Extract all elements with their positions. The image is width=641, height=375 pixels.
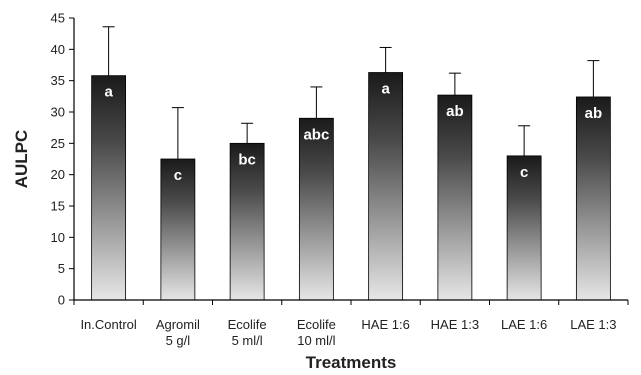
significance-letter: abc (303, 126, 329, 143)
significance-letter: bc (238, 151, 256, 168)
x-category-label: HAE 1:6 (361, 317, 409, 332)
x-category-label: In.Control (80, 317, 136, 332)
y-tick-label: 25 (51, 136, 65, 151)
bar (575, 96, 611, 301)
bar (368, 72, 404, 301)
significance-letter: a (104, 84, 113, 101)
x-category-label: Ecolife (228, 317, 267, 332)
x-category-label: HAE 1:3 (431, 317, 479, 332)
y-tick-label: 15 (51, 199, 65, 214)
x-category-label: Agromil (156, 317, 200, 332)
significance-letter: c (174, 167, 182, 184)
y-axis-ticks: 0 5 10 15 20 25 30 35 40 45 (51, 11, 629, 308)
significance-letter: c (520, 164, 528, 181)
bar (160, 158, 196, 301)
y-tick-label: 0 (58, 293, 65, 308)
significance-letter: ab (585, 105, 603, 122)
y-tick-label: 40 (51, 42, 65, 57)
bar (437, 94, 473, 301)
x-category-label: LAE 1:6 (501, 317, 547, 332)
x-category-label: 5 g/l (166, 333, 191, 348)
bar (298, 117, 334, 301)
bar (506, 155, 542, 301)
x-category-label: 5 ml/l (232, 333, 263, 348)
x-category-label: 10 ml/l (297, 333, 335, 348)
y-tick-label: 45 (51, 11, 65, 26)
bar (229, 142, 265, 301)
bar (91, 75, 127, 301)
significance-letter: ab (446, 103, 464, 120)
y-tick-label: 30 (51, 105, 65, 120)
y-tick-label: 5 (58, 261, 65, 276)
y-tick-label: 20 (51, 167, 65, 182)
y-axis-title: AULPC (12, 130, 31, 189)
x-category-label: LAE 1:3 (570, 317, 616, 332)
x-axis-title: Treatments (306, 353, 397, 372)
significance-letter: a (381, 81, 390, 98)
x-category-label: Ecolife (297, 317, 336, 332)
y-tick-label: 35 (51, 73, 65, 88)
y-tick-label: 10 (51, 230, 65, 245)
